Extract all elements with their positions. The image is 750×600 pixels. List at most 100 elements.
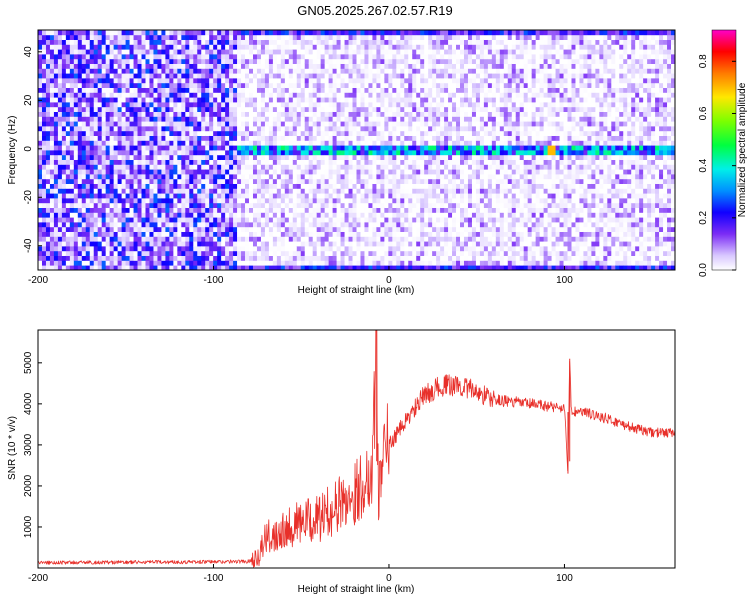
- heatmap-cell: [233, 226, 238, 232]
- heatmap-cell: [424, 154, 429, 160]
- heatmap-cell: [209, 111, 214, 117]
- heatmap-cell: [38, 39, 43, 45]
- heatmap-cell: [185, 159, 190, 165]
- heatmap-cell: [153, 164, 158, 170]
- heatmap-cell: [157, 87, 162, 93]
- heatmap-cell: [165, 178, 170, 184]
- heatmap-cell: [300, 140, 306, 146]
- heatmap-cell: [364, 198, 369, 204]
- heatmap-cell: [209, 241, 214, 247]
- heatmap-cell: [137, 222, 142, 228]
- heatmap-cell: [125, 226, 130, 232]
- heatmap-cell: [201, 260, 206, 266]
- heatmap-cell: [241, 193, 246, 199]
- heatmap-cell: [125, 58, 130, 64]
- heatmap-cell: [81, 174, 87, 180]
- heatmap-cell: [61, 202, 67, 208]
- heatmap-cell: [145, 255, 150, 261]
- heatmap-cell: [420, 246, 425, 252]
- heatmap-cell: [125, 30, 130, 36]
- heatmap-cell: [344, 174, 349, 180]
- heatmap-cell: [49, 202, 55, 208]
- heatmap-cell: [360, 92, 365, 98]
- heatmap-cell: [272, 44, 278, 50]
- heatmap-cell: [288, 34, 294, 40]
- heatmap-cell: [416, 150, 421, 156]
- heatmap-cell: [256, 82, 262, 88]
- heatmap-cell: [348, 169, 353, 175]
- heatmap-cell: [57, 106, 63, 112]
- heatmap-cell: [97, 222, 103, 228]
- heatmap-cell: [288, 30, 294, 36]
- heatmap-cell: [185, 236, 190, 242]
- heatmap-cell: [233, 178, 238, 184]
- heatmap-cell: [141, 255, 146, 261]
- heatmap-cell: [292, 222, 298, 228]
- heatmap-cell: [229, 246, 234, 252]
- heatmap-cell: [308, 140, 314, 146]
- heatmap-cell: [380, 30, 385, 36]
- heatmap-cell: [229, 193, 234, 199]
- heatmap-cell: [324, 250, 330, 256]
- heatmap-cell: [189, 159, 194, 165]
- heatmap-cell: [169, 217, 174, 223]
- heatmap-cell: [117, 250, 123, 256]
- heatmap-cell: [332, 183, 337, 189]
- heatmap-cell: [38, 207, 43, 213]
- heatmap-cell: [288, 121, 294, 127]
- heatmap-cell: [145, 68, 150, 74]
- heatmap-cell: [45, 145, 51, 151]
- heatmap-cell: [193, 164, 198, 170]
- heatmap-cell: [260, 73, 266, 79]
- heatmap-cell: [237, 222, 242, 228]
- heatmap-cell: [372, 241, 377, 247]
- heatmap-cell: [324, 111, 330, 117]
- heatmap-cell: [288, 212, 294, 218]
- heatmap-cell: [336, 164, 341, 170]
- heatmap-cell: [45, 68, 51, 74]
- heatmap-cell: [340, 34, 345, 40]
- heatmap-cell: [185, 54, 190, 60]
- heatmap-cell: [73, 44, 79, 50]
- heatmap-cell: [356, 183, 361, 189]
- heatmap-cell: [133, 63, 138, 69]
- heatmap-cell: [384, 145, 389, 151]
- heatmap-cell: [320, 39, 326, 45]
- heatmap-cell: [428, 54, 433, 60]
- heatmap-cell: [197, 97, 202, 103]
- heatmap-cell: [336, 217, 341, 223]
- heatmap-cell: [109, 159, 115, 165]
- heatmap-cell: [77, 87, 83, 93]
- heatmap-cell: [249, 183, 254, 189]
- heatmap-cell: [332, 212, 337, 218]
- heatmap-cell: [316, 241, 322, 247]
- heatmap-cell: [73, 49, 79, 55]
- heatmap-cell: [245, 44, 250, 50]
- heatmap-cell: [133, 255, 138, 261]
- heatmap-cell: [408, 202, 413, 208]
- heatmap-cell: [348, 198, 353, 204]
- heatmap-cell: [89, 87, 95, 93]
- heatmap-cell: [292, 250, 298, 256]
- heatmap-cell: [69, 49, 75, 55]
- heatmap-cell: [348, 241, 353, 247]
- heatmap-cell: [81, 135, 87, 141]
- heatmap-cell: [296, 39, 302, 45]
- heatmap-cell: [364, 39, 369, 45]
- heatmap-cell: [416, 260, 421, 266]
- heatmap-cell: [153, 169, 158, 175]
- heatmap-cell: [360, 78, 365, 84]
- heatmap-cell: [308, 164, 314, 170]
- heatmap-cell: [364, 260, 369, 266]
- heatmap-cell: [280, 241, 286, 247]
- heatmap-cell: [416, 82, 421, 88]
- heatmap-cell: [420, 30, 425, 36]
- heatmap-cell: [320, 82, 326, 88]
- heatmap-cell: [93, 54, 99, 60]
- heatmap-cell: [225, 78, 230, 84]
- heatmap-cell: [181, 39, 186, 45]
- heatmap-cell: [101, 164, 107, 170]
- heatmap-cell: [61, 154, 67, 160]
- heatmap-cell: [388, 135, 393, 141]
- heatmap-cell: [392, 121, 397, 127]
